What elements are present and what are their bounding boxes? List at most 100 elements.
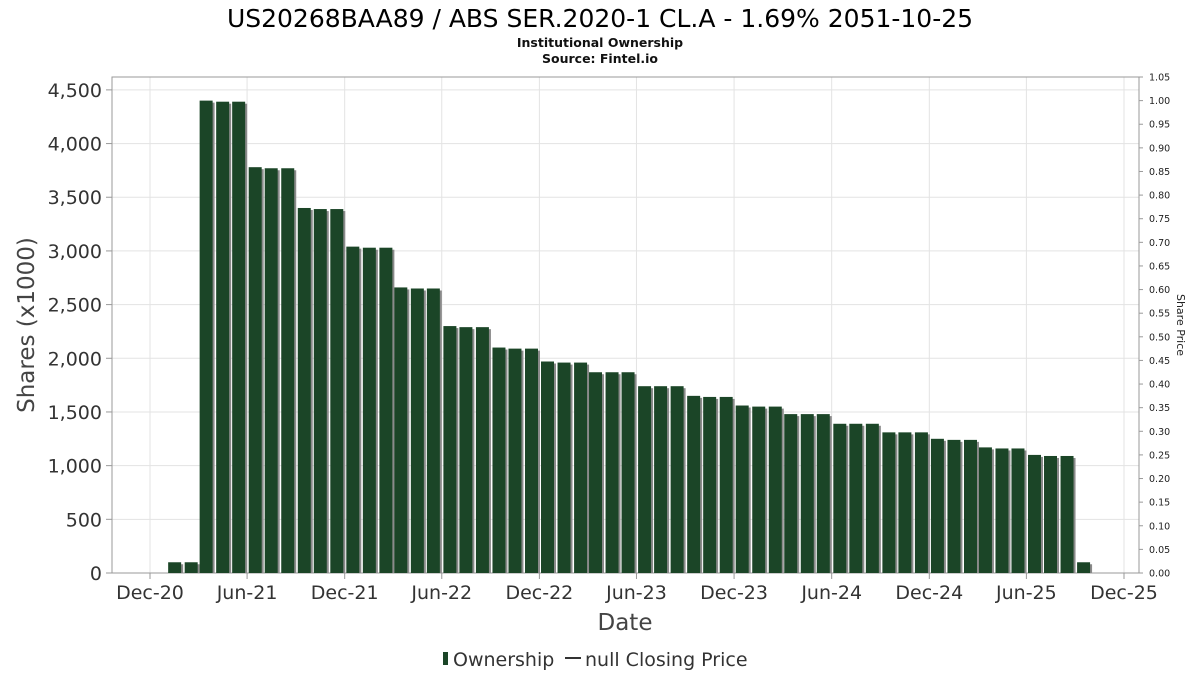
bar — [784, 414, 798, 573]
bar — [525, 348, 538, 573]
bar — [232, 101, 246, 574]
y-tick-label: 0 — [90, 563, 102, 585]
y2-tick-label: 0.80 — [1149, 191, 1170, 202]
y2-tick-label: 0.75 — [1149, 214, 1170, 225]
bar — [849, 423, 863, 573]
y2-tick-label: 0.25 — [1149, 450, 1170, 461]
bar — [1044, 455, 1057, 573]
bar — [459, 327, 473, 573]
bar — [605, 372, 619, 573]
x-tick-label: Dec-25 — [1090, 582, 1158, 604]
y2-tick-label: 0.00 — [1149, 569, 1170, 580]
legend-swatch-ownership — [443, 652, 448, 665]
y2-tick-label: 0.45 — [1149, 356, 1170, 367]
bar — [735, 405, 749, 573]
y2-tick-label: 0.05 — [1149, 545, 1170, 556]
bar — [443, 326, 457, 573]
chart-source: Source: Fintel.io — [542, 51, 658, 66]
y-tick-label: 1,500 — [48, 402, 102, 424]
bar — [768, 406, 782, 573]
bar — [297, 207, 311, 574]
bar — [995, 448, 1009, 573]
bar — [654, 386, 668, 573]
y-tick-label: 2,000 — [48, 348, 102, 370]
x-tick-label: Dec-21 — [311, 582, 379, 604]
bar — [589, 372, 603, 573]
y2-tick-label: 0.60 — [1149, 285, 1170, 296]
x-tick-label: Dec-23 — [700, 582, 768, 604]
bar-series-ownership — [168, 100, 1093, 574]
bar — [199, 100, 213, 573]
y2-tick-label: 0.55 — [1149, 309, 1170, 320]
y-axis-ticks: 0 500 1,000 1,500 2,000 2,500 3,000 3,500 4,000 4… — [48, 80, 112, 585]
y-tick-label: 4,000 — [48, 134, 102, 156]
bar — [816, 414, 830, 573]
legend-label-closing-price: null Closing Price — [585, 649, 748, 671]
bar — [670, 386, 684, 573]
bar — [362, 247, 376, 573]
bar — [978, 447, 992, 573]
y2-tick-label: 0.65 — [1149, 261, 1170, 272]
x-tick-label: Jun-22 — [410, 582, 472, 604]
y-tick-label: 3,500 — [48, 187, 102, 209]
legend-label-ownership: Ownership — [453, 649, 554, 671]
bar — [264, 168, 278, 573]
bar — [410, 288, 424, 573]
bar — [687, 395, 701, 573]
chart-title: US20268BAA89 / ABS SER.2020-1 CL.A - 1.6… — [227, 4, 973, 33]
y2-tick-label: 0.40 — [1149, 380, 1170, 391]
legend: Ownership null Closing Price — [443, 649, 748, 671]
bar — [216, 101, 230, 574]
y-tick-label: 3,000 — [48, 241, 102, 263]
x-axis-ticks: Dec-20 Jun-21 Dec-21 Jun-22 Dec-22 Jun-23 Dec-… — [116, 573, 1158, 604]
bar — [703, 396, 717, 573]
y2-tick-label: 0.10 — [1149, 521, 1170, 532]
y2-tick-label: 1.00 — [1149, 96, 1170, 107]
bar — [508, 348, 522, 573]
bar — [330, 209, 344, 573]
y2-tick-label: 0.15 — [1149, 498, 1170, 509]
bar — [1028, 454, 1041, 573]
x-tick-label: Jun-24 — [800, 582, 862, 604]
bar — [882, 432, 896, 573]
y-tick-label: 500 — [66, 509, 102, 531]
bar — [184, 562, 198, 573]
y2-tick-label: 0.90 — [1149, 143, 1170, 154]
bar — [1077, 562, 1091, 573]
y2-tick-label: 0.50 — [1149, 332, 1170, 343]
bar — [964, 439, 977, 573]
bar — [621, 372, 635, 573]
bar — [379, 247, 393, 573]
y2-tick-label: 0.30 — [1149, 427, 1170, 438]
x-tick-label: Jun-25 — [995, 582, 1057, 604]
y-tick-label: 2,500 — [48, 295, 102, 317]
bar — [800, 414, 814, 573]
y-axis-label: Shares (x1000) — [14, 237, 40, 413]
y2-tick-label: 0.35 — [1149, 403, 1170, 414]
bar — [930, 438, 944, 573]
x-tick-label: Jun-21 — [216, 582, 278, 604]
bar — [1060, 455, 1074, 573]
bar — [248, 167, 262, 573]
bar — [313, 209, 327, 573]
y2-axis-ticks: 0.00 0.05 0.10 0.15 0.20 0.25 0.30 0.35 0.40 0.45… — [1139, 73, 1170, 580]
x-tick-label: Dec-22 — [505, 582, 573, 604]
y2-axis-label: Share Price — [1174, 294, 1187, 356]
bar — [541, 361, 554, 573]
y2-tick-label: 0.20 — [1149, 474, 1170, 485]
bar — [865, 423, 879, 573]
chart-subtitle: Institutional Ownership — [517, 35, 683, 50]
bar — [947, 439, 961, 573]
y2-tick-label: 0.70 — [1149, 238, 1170, 249]
bar — [346, 246, 360, 574]
y-tick-label: 4,500 — [48, 80, 102, 102]
y2-tick-label: 0.95 — [1149, 120, 1170, 131]
bar — [898, 432, 912, 573]
y2-tick-label: 0.85 — [1149, 167, 1170, 178]
bar — [638, 386, 652, 573]
bar — [168, 562, 182, 573]
bar — [426, 288, 440, 573]
bar — [492, 347, 506, 573]
y2-tick-label: 1.05 — [1149, 73, 1170, 84]
